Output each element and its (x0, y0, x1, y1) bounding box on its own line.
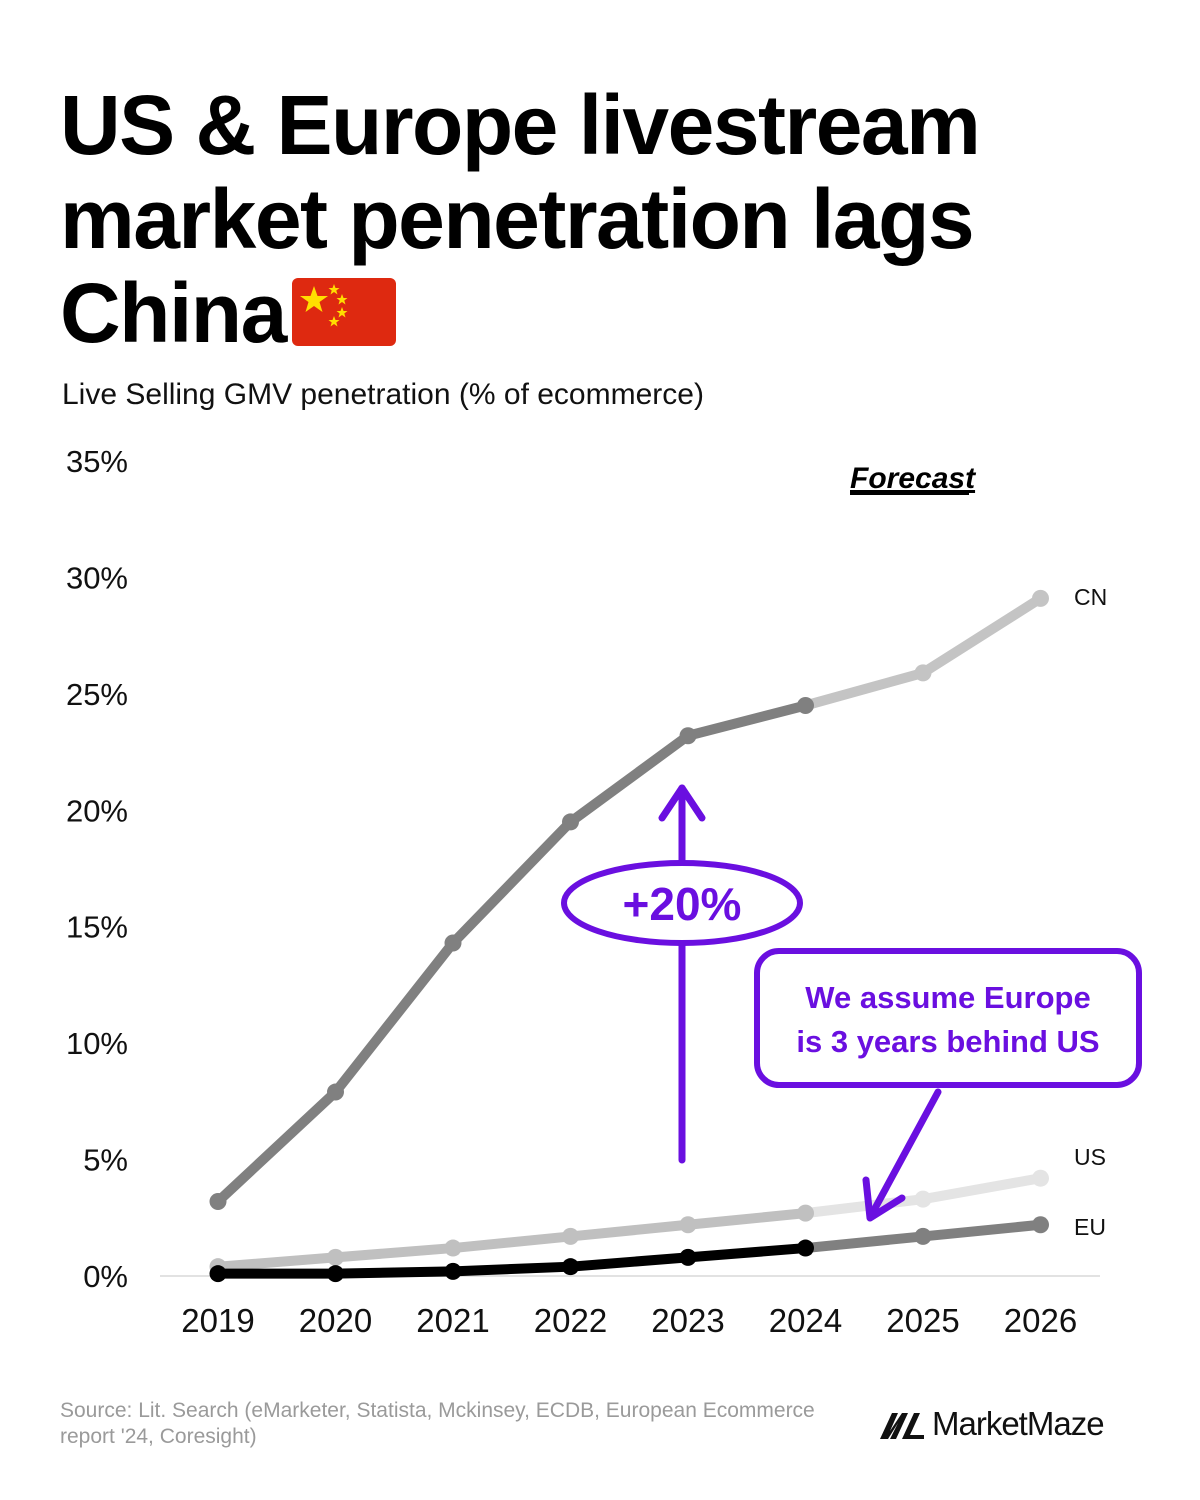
data-point (444, 1262, 462, 1280)
x-tick-label: 2026 (1004, 1302, 1077, 1339)
data-point (679, 1216, 697, 1234)
annotation-layer: Forecast +20% We assume Europe is 3 year… (561, 462, 1142, 1222)
gap-label-ellipse (561, 860, 803, 946)
y-tick-label: 35% (66, 444, 128, 479)
data-point (444, 934, 462, 952)
data-point (327, 1248, 344, 1266)
callout-line-1: We assume Europe (805, 980, 1090, 1015)
data-point (209, 1265, 227, 1283)
series-label: EU (1074, 1214, 1106, 1240)
data-point (797, 1239, 814, 1257)
china-flag-icon (291, 278, 396, 346)
data-point (562, 813, 579, 831)
data-point (1032, 589, 1049, 607)
y-tick-label: 30% (66, 560, 128, 595)
x-tick-label: 2021 (416, 1302, 489, 1339)
data-point (562, 1258, 579, 1276)
data-point (914, 1190, 932, 1208)
data-point (679, 727, 697, 745)
callout-line-2: is 3 years behind US (796, 1024, 1099, 1059)
x-tick-label: 2025 (886, 1302, 959, 1339)
data-point (1032, 1169, 1049, 1187)
source-note: Source: Lit. Search (eMarketer, Statista… (60, 1399, 815, 1448)
series-cn: CN (209, 584, 1107, 1210)
brand-name: MarketMaze (932, 1405, 1105, 1442)
y-tick-label: 25% (66, 677, 128, 712)
data-point (444, 1239, 462, 1257)
data-point (797, 1204, 814, 1222)
x-tick-label: 2023 (651, 1302, 724, 1339)
data-point (209, 1192, 227, 1210)
y-tick-label: 20% (66, 793, 128, 828)
data-point (1032, 1216, 1049, 1234)
y-tick-label: 15% (66, 910, 128, 945)
y-tick-label: 0% (83, 1259, 128, 1294)
series-line-actual (213, 700, 811, 1207)
forecast-label: Forecast (850, 462, 977, 495)
callout-arrow (869, 1088, 942, 1216)
data-point (914, 1227, 932, 1245)
title-text: US & Europe livestream market penetratio… (60, 78, 981, 360)
series-line-actual (213, 1208, 811, 1272)
marketmaze-logo-icon (880, 1413, 924, 1439)
gap-arrow-head-icon (658, 784, 706, 822)
y-tick-label: 5% (83, 1143, 128, 1178)
series-layer: US EU CN (209, 584, 1107, 1283)
callout-arrow-head-icon (862, 1176, 906, 1222)
x-tick-label: 2019 (181, 1302, 254, 1339)
series-label: US (1074, 1144, 1106, 1170)
series-label: CN (1074, 584, 1107, 610)
axis-layer: 0% 5% 10% 15% 20% 25% 30% 35% 2019 2020 2021 2022 20… (66, 444, 1100, 1339)
data-point (327, 1265, 344, 1283)
y-tick-label: 10% (66, 1026, 128, 1061)
x-tick-label: 2024 (769, 1302, 842, 1339)
data-point (679, 1248, 697, 1266)
series-line-forecast (800, 593, 1046, 711)
page-title: US & Europe livestream market penetratio… (60, 78, 1160, 360)
series-us: US (209, 1144, 1106, 1276)
gap-label: +20% (623, 878, 742, 930)
data-point (914, 664, 932, 682)
x-tick-label: 2020 (299, 1302, 372, 1339)
x-tick-label: 2022 (534, 1302, 607, 1339)
data-point (327, 1083, 344, 1101)
brand-logo: MarketMaze (880, 1402, 1105, 1446)
data-point (797, 697, 814, 714)
chart-subtitle: Live Selling GMV penetration (% of ecomm… (62, 378, 704, 411)
series-eu: EU (209, 1214, 1106, 1283)
data-point (562, 1227, 579, 1245)
callout-box (754, 948, 1142, 1088)
series-line-actual (213, 1243, 811, 1279)
